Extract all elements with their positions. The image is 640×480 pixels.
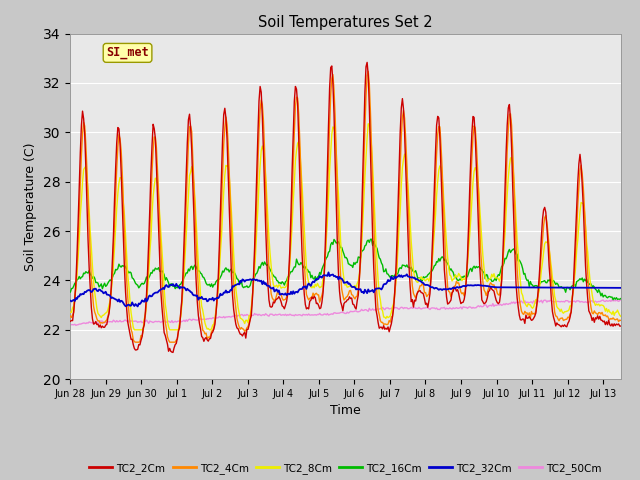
TC2_16Cm	[605, 294, 612, 300]
TC2_4Cm	[364, 69, 372, 74]
TC2_32Cm	[367, 288, 374, 294]
TC2_2Cm	[329, 80, 337, 86]
TC2_2Cm	[364, 60, 371, 65]
TC2_50Cm	[72, 323, 80, 328]
TC2_50Cm	[605, 298, 612, 304]
TC2_32Cm	[333, 274, 341, 279]
TC2_16Cm	[364, 237, 372, 243]
TC2_8Cm	[606, 309, 614, 315]
TC2_32Cm	[606, 285, 614, 291]
Line: TC2_50Cm: TC2_50Cm	[70, 300, 621, 325]
TC2_4Cm	[520, 312, 527, 317]
TC2_16Cm	[328, 240, 335, 245]
Y-axis label: Soil Temperature (C): Soil Temperature (C)	[24, 142, 38, 271]
TC2_32Cm	[396, 274, 404, 280]
Line: TC2_16Cm: TC2_16Cm	[70, 239, 621, 300]
TC2_16Cm	[519, 265, 527, 271]
TC2_4Cm	[367, 108, 374, 114]
TC2_2Cm	[169, 349, 177, 355]
TC2_16Cm	[67, 289, 74, 295]
TC2_8Cm	[396, 208, 404, 214]
TC2_8Cm	[332, 149, 340, 155]
Line: TC2_32Cm: TC2_32Cm	[70, 272, 621, 306]
TC2_32Cm	[330, 274, 338, 279]
Line: TC2_2Cm: TC2_2Cm	[70, 62, 621, 352]
Title: Soil Temperatures Set 2: Soil Temperatures Set 2	[259, 15, 433, 30]
TC2_32Cm	[134, 303, 141, 309]
TC2_4Cm	[606, 317, 614, 323]
TC2_4Cm	[67, 313, 74, 319]
TC2_50Cm	[332, 311, 340, 316]
TC2_8Cm	[364, 121, 372, 127]
TC2_8Cm	[131, 327, 138, 333]
TC2_2Cm	[606, 322, 614, 328]
X-axis label: Time: Time	[330, 405, 361, 418]
TC2_50Cm	[519, 300, 527, 306]
TC2_2Cm	[520, 316, 527, 322]
Text: SI_met: SI_met	[106, 47, 149, 60]
TC2_8Cm	[520, 298, 527, 304]
TC2_4Cm	[396, 163, 404, 169]
TC2_32Cm	[67, 298, 74, 304]
TC2_2Cm	[617, 323, 625, 329]
TC2_16Cm	[609, 297, 617, 302]
TC2_50Cm	[617, 297, 625, 302]
TC2_4Cm	[617, 318, 625, 324]
TC2_2Cm	[367, 146, 374, 152]
Legend: TC2_2Cm, TC2_4Cm, TC2_8Cm, TC2_16Cm, TC2_32Cm, TC2_50Cm: TC2_2Cm, TC2_4Cm, TC2_8Cm, TC2_16Cm, TC2…	[85, 458, 606, 478]
Line: TC2_8Cm: TC2_8Cm	[70, 124, 621, 330]
Line: TC2_4Cm: TC2_4Cm	[70, 72, 621, 342]
TC2_32Cm	[617, 285, 625, 291]
TC2_16Cm	[617, 296, 625, 301]
TC2_2Cm	[332, 198, 340, 204]
TC2_8Cm	[67, 310, 74, 315]
TC2_50Cm	[365, 305, 373, 311]
TC2_8Cm	[367, 132, 374, 138]
TC2_4Cm	[329, 72, 337, 77]
TC2_4Cm	[132, 339, 140, 345]
TC2_8Cm	[329, 124, 337, 130]
TC2_16Cm	[332, 238, 339, 244]
TC2_2Cm	[67, 318, 74, 324]
TC2_4Cm	[332, 148, 340, 154]
TC2_50Cm	[67, 322, 74, 328]
TC2_16Cm	[368, 236, 376, 242]
TC2_50Cm	[396, 306, 403, 312]
TC2_32Cm	[520, 285, 527, 290]
TC2_32Cm	[324, 269, 332, 275]
TC2_8Cm	[617, 313, 625, 319]
TC2_16Cm	[396, 266, 403, 272]
TC2_50Cm	[329, 312, 337, 317]
TC2_2Cm	[396, 130, 404, 135]
